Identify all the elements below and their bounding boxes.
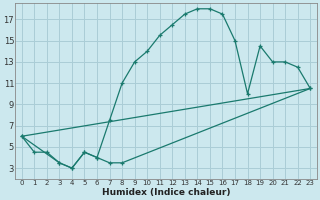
X-axis label: Humidex (Indice chaleur): Humidex (Indice chaleur) bbox=[102, 188, 230, 197]
